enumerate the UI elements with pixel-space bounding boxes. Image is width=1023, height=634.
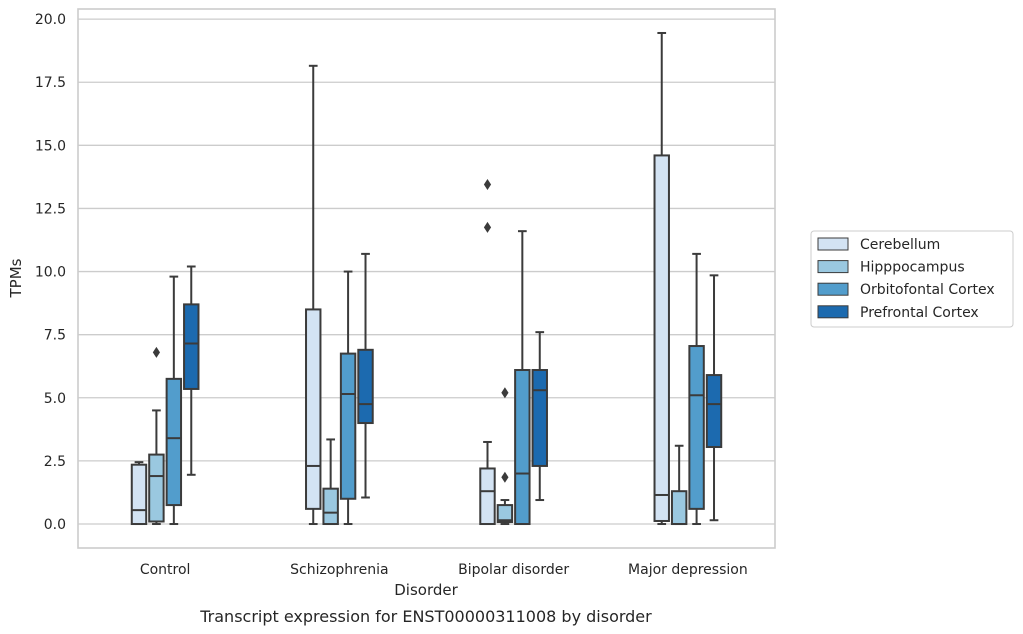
x-tick-label: Major depression	[628, 562, 748, 578]
outlier-point	[501, 471, 509, 483]
y-tick-labels: 0.0 2.5 5.0 7.5 10.0 12.5 15.0 17.5 20.0	[35, 12, 66, 533]
x-tick-label: Schizophrenia	[290, 562, 388, 578]
outlier-point	[501, 387, 509, 399]
y-tick-label: 12.5	[35, 201, 66, 217]
x-tick-labels: Control Schizophrenia Bipolar disorder Majo…	[140, 562, 748, 578]
legend-swatch	[817, 260, 849, 274]
box-cerebellum-0	[130, 461, 148, 526]
legend: Cerebellum Hipppocampus Orbitofontal Corte…	[810, 230, 1014, 328]
outlier-point	[483, 221, 492, 233]
y-tick-label: 0.0	[44, 517, 66, 533]
box-iqr	[183, 303, 200, 390]
box-iqr	[322, 487, 339, 526]
box-orbitofontal-cortex-2	[514, 230, 531, 526]
box-hipppocampus-2	[496, 387, 514, 526]
box-prefrontal-cortex-3	[705, 274, 723, 522]
box-iqr	[305, 308, 322, 510]
box-iqr	[688, 345, 705, 510]
y-tick-label: 10.0	[35, 265, 66, 281]
figure-caption: Transcript expression for ENST0000031100…	[199, 607, 652, 626]
box-iqr	[165, 377, 183, 507]
y-tick-label: 17.5	[35, 75, 66, 91]
box-orbitofontal-cortex-0	[165, 275, 183, 526]
legend-label: Cerebellum	[860, 237, 940, 253]
boxplots	[130, 31, 723, 526]
box-prefrontal-cortex-2	[531, 331, 548, 502]
box-iqr	[479, 467, 496, 526]
legend-label: Orbitofontal Cortex	[860, 282, 995, 298]
box-iqr	[339, 352, 357, 500]
outlier-point	[483, 178, 492, 190]
x-axis-label: Disorder	[394, 581, 458, 599]
box-hipppocampus-3	[670, 444, 688, 526]
y-tick-label: 2.5	[44, 454, 66, 470]
y-tick-label: 20.0	[35, 12, 66, 28]
legend-swatch	[817, 237, 849, 251]
box-iqr	[357, 348, 374, 425]
y-tick-label: 5.0	[44, 391, 66, 407]
y-tick-label: 7.5	[44, 328, 66, 344]
box-iqr	[514, 369, 531, 526]
legend-swatch	[817, 305, 849, 319]
legend-label: Prefrontal Cortex	[860, 305, 979, 321]
outlier-point	[152, 346, 161, 358]
box-cerebellum-2	[479, 178, 496, 526]
plot-frame	[77, 8, 776, 549]
legend-frame	[810, 230, 1014, 328]
grid-lines	[78, 18, 775, 525]
box-iqr	[148, 453, 165, 523]
x-tick-label: Bipolar disorder	[458, 562, 569, 578]
box-prefrontal-cortex-1	[357, 252, 374, 499]
box-prefrontal-cortex-0	[183, 265, 200, 476]
box-cerebellum-3	[653, 31, 670, 526]
box-hipppocampus-1	[322, 438, 339, 526]
box-iqr	[705, 374, 723, 449]
legend-swatch	[817, 282, 849, 296]
box-iqr	[670, 490, 688, 526]
box-orbitofontal-cortex-3	[688, 252, 705, 526]
box-hipppocampus-0	[148, 346, 165, 526]
box-iqr	[531, 369, 548, 467]
box-iqr	[496, 504, 514, 523]
x-tick-label: Control	[140, 562, 191, 578]
box-iqr	[130, 463, 148, 526]
legend-label: Hipppocampus	[860, 260, 965, 276]
box-orbitofontal-cortex-1	[339, 270, 357, 526]
box-iqr	[653, 154, 670, 522]
box-cerebellum-1	[305, 64, 322, 526]
y-axis-label: TPMs	[7, 258, 25, 298]
y-tick-label: 15.0	[35, 138, 66, 154]
